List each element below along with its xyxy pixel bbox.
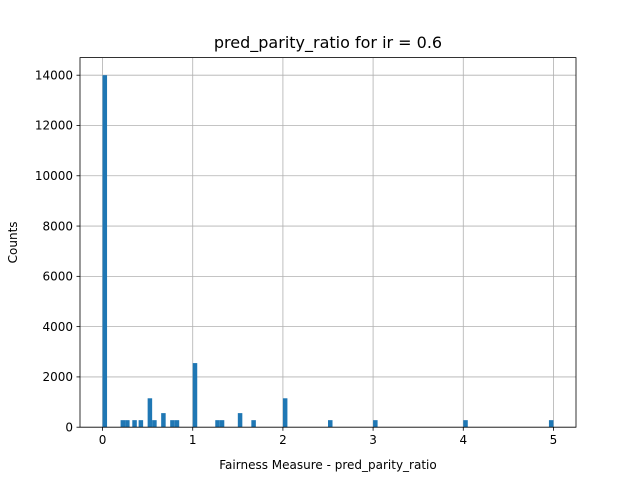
histogram-bar xyxy=(373,420,378,428)
x-tick-label: 0 xyxy=(99,433,107,447)
grid xyxy=(80,57,576,428)
x-tick-label: 2 xyxy=(279,433,287,447)
x-tick-label: 4 xyxy=(459,433,467,447)
histogram-bar xyxy=(219,420,225,428)
y-tick-label: 14000 xyxy=(35,68,73,82)
y-axis-label: Counts xyxy=(6,221,20,263)
histogram-bar xyxy=(251,420,256,428)
histogram-bar xyxy=(282,398,288,428)
histogram-bar xyxy=(174,420,180,428)
histogram-bar xyxy=(152,420,157,428)
histogram-bar xyxy=(328,420,333,428)
chart-title: pred_parity_ratio for ir = 0.6 xyxy=(214,33,442,53)
histogram-bars xyxy=(102,75,554,428)
histogram-bar xyxy=(125,420,130,428)
y-tick-label: 2000 xyxy=(42,370,73,384)
y-tick-label: 4000 xyxy=(42,320,73,334)
histogram-bar xyxy=(120,420,126,428)
histogram-bar xyxy=(237,413,243,428)
histogram-bar xyxy=(132,420,137,428)
histogram-bar xyxy=(215,420,220,428)
histogram-bar xyxy=(170,420,175,428)
x-axis-ticks: 0 1 2 3 4 5 xyxy=(99,427,558,447)
y-axis-ticks: 0 2000 4000 6000 8000 10000 12000 14000 xyxy=(35,68,80,434)
y-tick-label: 8000 xyxy=(42,219,73,233)
x-tick-label: 3 xyxy=(369,433,377,447)
y-tick-label: 10000 xyxy=(35,169,73,183)
x-tick-label: 5 xyxy=(550,433,558,447)
histogram-bar xyxy=(147,398,153,428)
axes xyxy=(79,57,577,428)
x-tick-label: 1 xyxy=(189,433,197,447)
histogram-bar xyxy=(161,413,166,428)
histogram-bar xyxy=(102,75,108,428)
x-axis-label: Fairness Measure - pred_parity_ratio xyxy=(219,458,436,472)
histogram-bar xyxy=(138,420,144,428)
histogram-bar xyxy=(463,420,468,428)
y-tick-label: 6000 xyxy=(42,270,73,284)
histogram-bar xyxy=(192,363,198,428)
y-tick-label: 0 xyxy=(65,420,73,434)
y-tick-label: 12000 xyxy=(35,119,73,133)
plot-frame xyxy=(79,57,577,428)
histogram-bar xyxy=(548,420,554,428)
